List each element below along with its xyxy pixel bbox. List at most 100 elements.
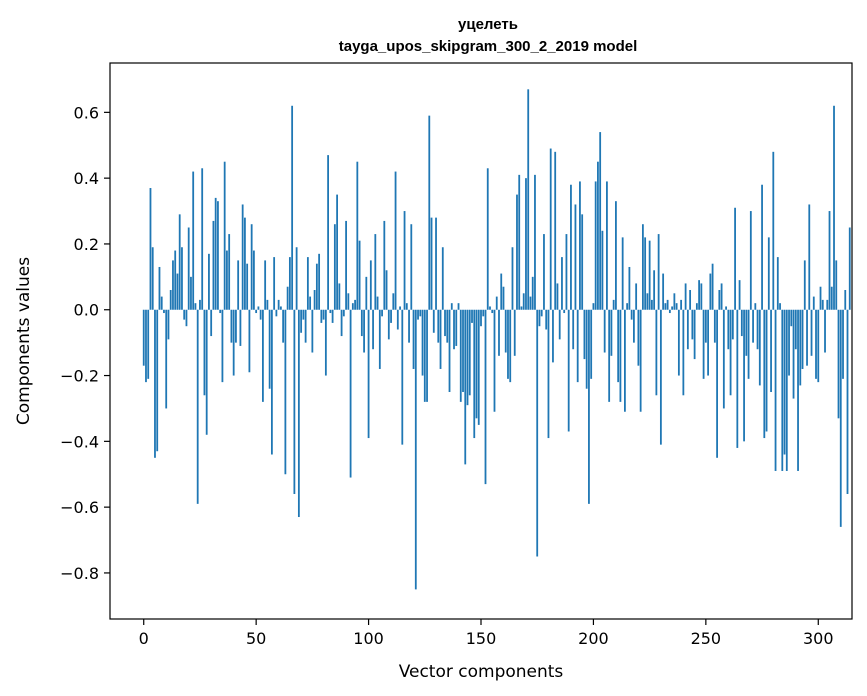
bar-103 — [374, 234, 377, 310]
bar-115 — [401, 309, 404, 445]
bar-234 — [668, 309, 671, 314]
x-tick-label-4: 200 — [578, 629, 609, 648]
bar-40 — [232, 309, 235, 376]
bar-203 — [599, 132, 602, 310]
bar-62 — [282, 309, 285, 343]
bar-117 — [405, 303, 408, 310]
bars-group — [142, 89, 851, 590]
bar-102 — [372, 309, 374, 350]
bar-42 — [237, 260, 240, 310]
bar-27 — [203, 309, 206, 396]
bar-202 — [597, 161, 599, 310]
bar-183 — [554, 151, 557, 310]
bar-120 — [412, 309, 415, 369]
bar-241 — [684, 283, 687, 310]
bar-281 — [774, 309, 777, 471]
bar-201 — [594, 181, 597, 310]
bar-229 — [657, 234, 660, 310]
bar-96 — [358, 240, 361, 310]
bar-118 — [408, 309, 410, 343]
bar-174 — [534, 174, 536, 310]
y-tick-label-5: 0.2 — [74, 235, 99, 254]
bar-135 — [446, 309, 449, 343]
bar-311 — [842, 309, 844, 379]
bar-179 — [545, 309, 548, 330]
bar-308 — [835, 260, 838, 310]
bar-224 — [646, 293, 649, 310]
bar-52 — [259, 309, 262, 320]
bar-71 — [302, 309, 305, 320]
bar-154 — [489, 306, 491, 310]
bar-273 — [756, 309, 759, 350]
bar-169 — [522, 293, 525, 310]
bar-219 — [635, 283, 638, 310]
bar-226 — [650, 299, 653, 310]
bar-132 — [439, 309, 442, 369]
chart-subtitle: tayga_upos_skipgram_300_2_2019 model — [339, 38, 638, 55]
bar-239 — [680, 299, 683, 310]
bar-295 — [806, 309, 808, 366]
bar-249 — [702, 309, 705, 379]
bar-310 — [839, 309, 842, 527]
bar-142 — [462, 309, 464, 392]
bar-78 — [318, 253, 321, 310]
bar-8 — [160, 296, 163, 310]
bar-63 — [284, 309, 287, 475]
bar-269 — [747, 309, 750, 379]
bar-313 — [846, 309, 849, 494]
bar-205 — [603, 309, 606, 353]
bar-119 — [410, 224, 413, 310]
bar-39 — [230, 309, 233, 343]
bar-287 — [788, 309, 790, 376]
bar-98 — [363, 309, 365, 353]
bar-242 — [686, 309, 689, 350]
bar-256 — [718, 290, 721, 310]
bar-91 — [347, 293, 350, 310]
x-tick-label-0: 0 — [139, 629, 149, 648]
bar-160 — [502, 286, 505, 310]
bar-298 — [812, 296, 815, 310]
bar-204 — [601, 230, 604, 310]
bar-99 — [365, 276, 368, 310]
bar-301 — [819, 286, 822, 310]
bar-24 — [196, 309, 199, 504]
bar-237 — [675, 303, 678, 310]
bar-65 — [288, 257, 291, 310]
y-axis-label: Components values — [14, 257, 34, 425]
bar-83 — [329, 309, 332, 314]
bar-130 — [435, 217, 437, 310]
bar-248 — [700, 283, 703, 310]
bar-82 — [327, 155, 329, 310]
bar-251 — [707, 309, 709, 376]
bar-285 — [783, 309, 786, 455]
y-tick-label-6: 0.4 — [74, 169, 99, 188]
bar-89 — [342, 309, 345, 317]
bar-76 — [313, 290, 316, 310]
bar-216 — [628, 266, 631, 310]
bar-90 — [345, 220, 347, 310]
bar-197 — [585, 309, 588, 389]
bar-279 — [770, 309, 772, 392]
bar-243 — [689, 290, 692, 310]
bar-124 — [421, 309, 424, 376]
bar-266 — [740, 309, 743, 337]
bar-72 — [304, 309, 307, 343]
bar-46 — [246, 263, 249, 310]
bar-95 — [356, 161, 359, 310]
bar-175 — [536, 309, 539, 557]
bar-259 — [725, 306, 727, 310]
bar-283 — [779, 303, 781, 310]
bar-296 — [808, 204, 811, 310]
x-tick-label-6: 300 — [803, 629, 834, 648]
bar-277 — [765, 309, 768, 432]
bar-304 — [826, 299, 829, 310]
x-tick-label-3: 150 — [466, 629, 497, 648]
bar-274 — [758, 309, 761, 386]
x-axis-label: Vector components — [399, 662, 564, 682]
bar-73 — [306, 257, 309, 310]
bar-140 — [457, 303, 460, 310]
bar-267 — [743, 309, 745, 442]
bar-129 — [432, 309, 435, 333]
bar-150 — [480, 309, 482, 327]
bar-37 — [226, 250, 228, 310]
